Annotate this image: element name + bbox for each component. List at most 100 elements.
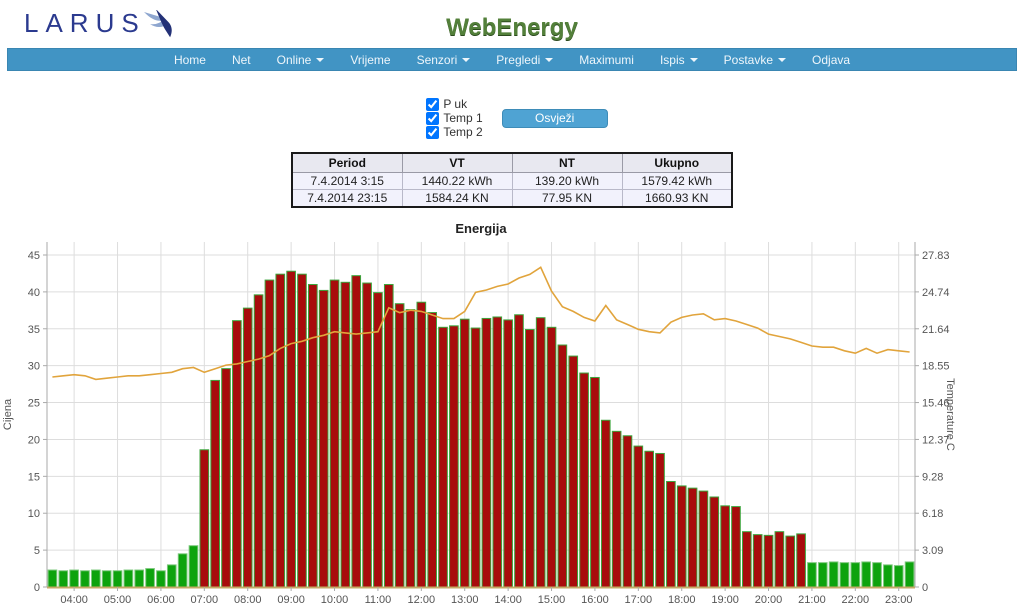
nav-item-label: Online xyxy=(276,52,312,67)
bar xyxy=(199,449,210,588)
bar xyxy=(373,292,383,588)
left-axis-tick: 0 xyxy=(34,582,40,594)
table-cell: 7.4.2014 3:15 xyxy=(291,172,403,190)
table-cell: 1440.22 kWh xyxy=(401,172,513,190)
bar xyxy=(459,318,470,588)
checkbox-item: Temp 2 xyxy=(416,125,483,139)
bar xyxy=(308,284,318,588)
bar xyxy=(383,284,394,588)
table-cell: 1660.93 KN xyxy=(621,189,733,208)
nav-item-senzori[interactable]: Senzori xyxy=(404,53,484,67)
bar xyxy=(340,281,351,588)
x-axis-tick: 23:00 xyxy=(885,594,913,603)
bar xyxy=(362,282,372,588)
bar xyxy=(69,569,79,588)
table-col-vt: VT xyxy=(401,152,513,173)
x-axis-tick: 16:00 xyxy=(581,594,609,603)
nav-item-maximumi[interactable]: Maximumi xyxy=(566,53,647,67)
bar xyxy=(568,355,579,588)
bar xyxy=(796,533,806,588)
bar xyxy=(405,309,416,588)
right-axis-tick: 0 xyxy=(922,582,928,594)
x-axis-tick: 12:00 xyxy=(408,594,436,603)
table-col-period: Period xyxy=(291,152,403,173)
right-axis-tick: 24.74 xyxy=(922,287,950,299)
chevron-down-icon xyxy=(545,57,554,62)
x-axis-tick: 22:00 xyxy=(842,594,870,603)
bar xyxy=(514,314,524,588)
nav-item-pregledi[interactable]: Pregledi xyxy=(483,53,566,67)
bar xyxy=(351,275,362,588)
nav-item-label: Postavke xyxy=(723,52,774,67)
nav-item-label: Maximumi xyxy=(579,52,634,67)
bar xyxy=(861,561,871,588)
right-axis-tick: 15.46 xyxy=(922,398,950,410)
bar xyxy=(145,568,155,588)
x-axis-tick: 09:00 xyxy=(277,594,305,603)
nav-item-home[interactable]: Home xyxy=(161,53,219,67)
bar xyxy=(611,430,622,588)
checkbox-temp-2[interactable] xyxy=(426,125,440,139)
table-col-ukupno: Ukupno xyxy=(621,152,733,173)
x-axis-tick: 11:00 xyxy=(365,594,392,603)
series-controls: P uk Temp 1 Temp 2 Osvježi xyxy=(0,97,1024,139)
bar xyxy=(177,553,188,588)
nav-item-vrijeme[interactable]: Vrijeme xyxy=(337,53,403,67)
checkbox-p-uk[interactable] xyxy=(426,97,440,111)
left-axis-tick: 40 xyxy=(28,287,40,299)
bar xyxy=(817,562,828,588)
bar xyxy=(156,570,166,588)
energy-chart-svg: 0 5 10 15 20 25 30 35 40 45 0 3.09 6.18 9.28 12.37 15.4… xyxy=(2,221,956,603)
bar xyxy=(438,326,448,588)
x-axis-tick: 08:00 xyxy=(234,594,262,603)
table-cell: 1584.24 KN xyxy=(401,189,513,208)
bar xyxy=(210,379,221,588)
bar xyxy=(687,487,698,588)
bar xyxy=(633,445,644,588)
table-cell: 77.95 KN xyxy=(511,189,623,208)
bar xyxy=(872,562,882,588)
right-axis-tick: 12.37 xyxy=(922,434,950,446)
refresh-button[interactable]: Osvježi xyxy=(501,108,608,128)
left-axis-tick: 30 xyxy=(28,361,40,373)
bar xyxy=(286,270,296,588)
bar xyxy=(742,531,752,588)
bar xyxy=(535,317,546,588)
nav-item-postavke[interactable]: Postavke xyxy=(711,53,799,67)
bar xyxy=(807,562,817,588)
bar xyxy=(600,419,611,588)
bar xyxy=(763,534,774,588)
nav-item-net[interactable]: Net xyxy=(219,53,264,67)
period-summary-table: Period VT NT Ukupno 7.4.2014 3:15 1440.22 kW… xyxy=(291,152,733,208)
checkbox-label: Temp 2 xyxy=(443,125,483,139)
nav-item-odjava[interactable]: Odjava xyxy=(799,53,863,67)
table-col-nt: NT xyxy=(511,152,623,173)
left-axis-tick: 25 xyxy=(28,398,40,410)
main-navbar: Home Net Online Vrijeme Senzori Pregledi Maxim… xyxy=(7,48,1017,71)
bar xyxy=(123,569,134,588)
checkbox-temp-1[interactable] xyxy=(426,111,440,125)
bar xyxy=(828,561,839,588)
table-row: 7.4.2014 3:15 1440.22 kWh 139.20 kWh 1579.4… xyxy=(291,172,733,190)
bar xyxy=(112,570,123,588)
bar xyxy=(275,273,286,588)
table-cell: 1579.42 kWh xyxy=(621,172,733,190)
table-header-row: Period VT NT Ukupno xyxy=(291,152,733,173)
left-axis-tick: 35 xyxy=(28,324,40,336)
left-axis-tick: 45 xyxy=(28,250,40,262)
bar xyxy=(622,435,633,588)
bar xyxy=(850,562,861,588)
nav-item-ispis[interactable]: Ispis xyxy=(647,53,711,67)
bar xyxy=(666,481,676,588)
nav-item-online[interactable]: Online xyxy=(264,53,338,67)
x-axis-tick: 18:00 xyxy=(668,594,696,603)
energy-chart: 0 5 10 15 20 25 30 35 40 45 0 3.09 6.18 9.28 12.37 15.4… xyxy=(0,220,1024,603)
right-axis-tick: 3.09 xyxy=(922,545,943,557)
x-axis-tick: 05:00 xyxy=(104,594,132,603)
nav-item-label: Ispis xyxy=(659,52,685,67)
nav-item-label: Odjava xyxy=(812,52,851,67)
x-axis-tick: 17:00 xyxy=(625,594,653,603)
app-title: WebEnergy xyxy=(446,14,578,41)
larus-bird-icon xyxy=(142,9,176,51)
